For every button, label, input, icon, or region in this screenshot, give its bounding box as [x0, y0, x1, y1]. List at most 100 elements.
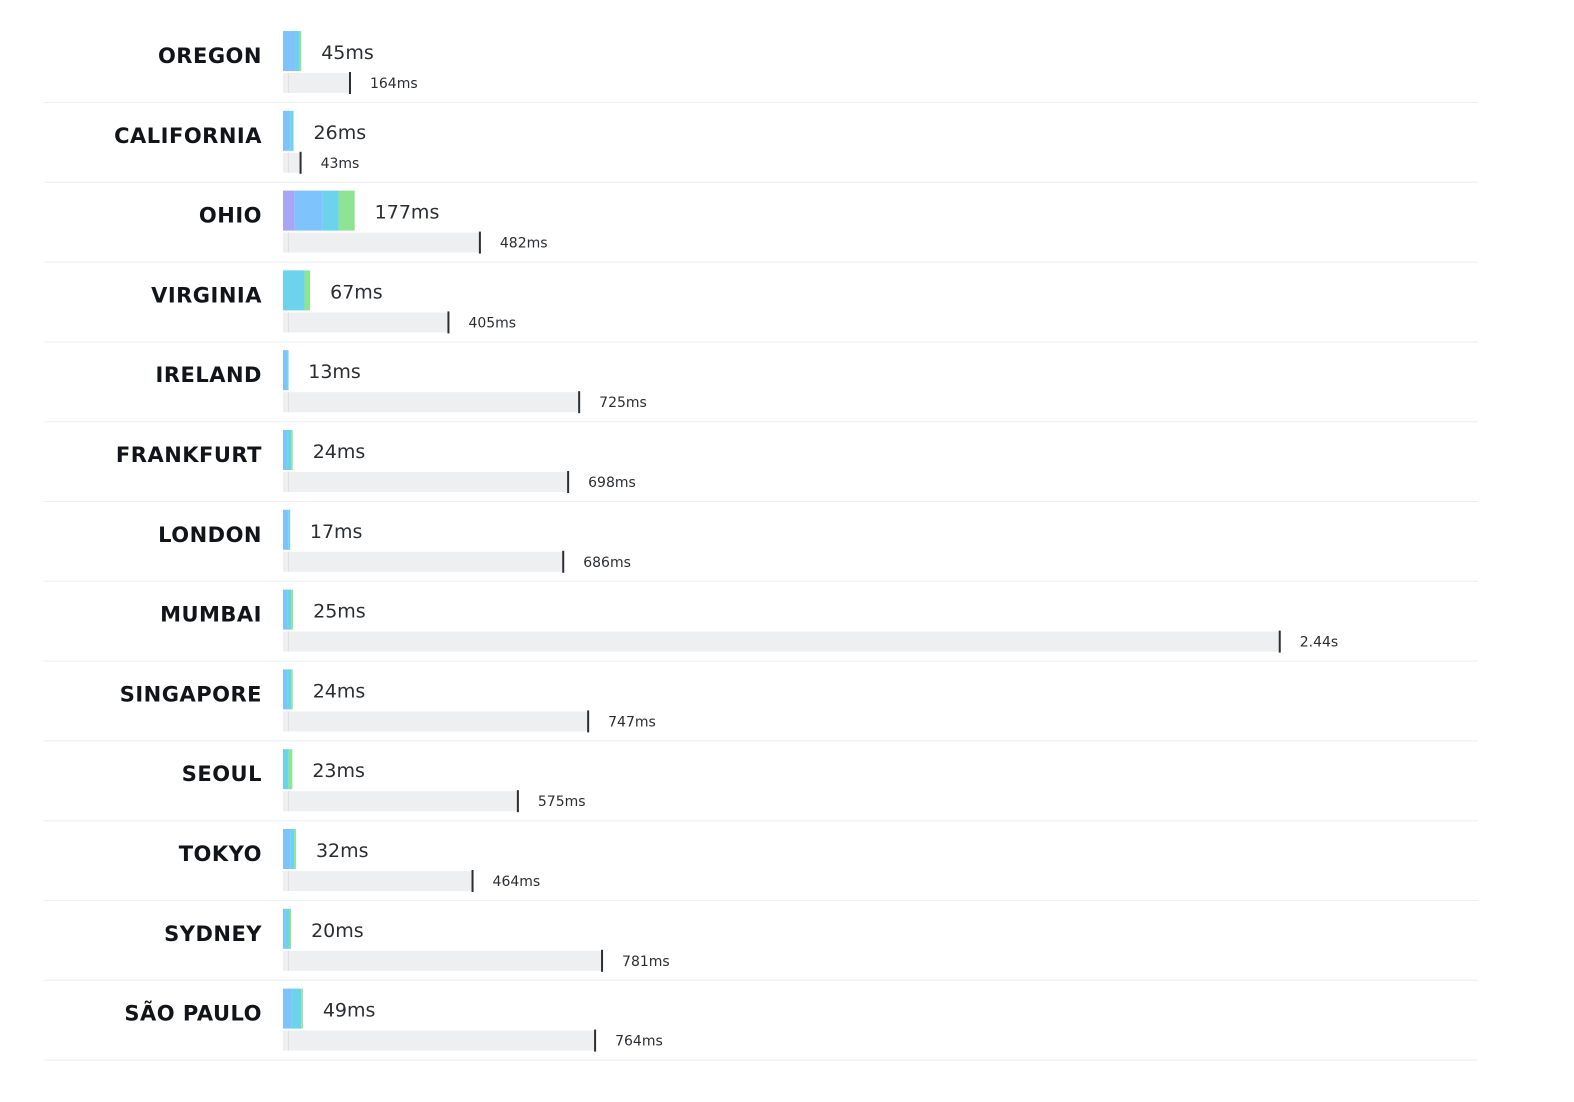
region-label: OREGON — [158, 44, 262, 68]
value-label: 177ms — [375, 202, 440, 224]
total-track — [283, 232, 480, 253]
latency-segment — [287, 430, 292, 470]
total-label: 464ms — [493, 874, 541, 890]
latency-segment — [301, 988, 303, 1029]
region-label: MUMBAI — [160, 603, 262, 627]
total-track — [283, 73, 350, 93]
total-marker — [471, 870, 474, 892]
total-track — [283, 950, 603, 971]
total-marker — [562, 550, 565, 573]
region-label: LONDON — [158, 523, 262, 547]
latency-segment — [290, 110, 294, 151]
track-tick — [288, 631, 289, 652]
latency-segment — [294, 829, 296, 869]
latency-segment — [283, 430, 288, 470]
track-tick — [288, 791, 289, 812]
region-label: SYDNEY — [164, 922, 262, 946]
total-track — [283, 392, 580, 413]
total-label: 725ms — [599, 395, 647, 411]
latency-segment — [285, 908, 290, 949]
latency-segment — [289, 908, 292, 949]
region-row: OHIO 482ms 177ms — [44, 190, 1478, 263]
region-label: SÃO PAULO — [124, 1001, 262, 1026]
value-label: 49ms — [323, 1000, 376, 1022]
track-tick — [288, 73, 289, 93]
track-tick — [288, 871, 289, 891]
region-row: MUMBAI 2.44s 25ms — [44, 589, 1478, 662]
latency-segment — [283, 908, 286, 949]
latency-segment — [283, 270, 305, 311]
region-label: SEOUL — [182, 762, 262, 786]
total-track — [283, 472, 569, 492]
latency-segment — [287, 669, 292, 710]
region-row: SÃO PAULO 764ms 49ms — [44, 988, 1478, 1061]
latency-segment — [288, 509, 291, 550]
total-label: 747ms — [608, 714, 656, 730]
latency-segment — [294, 190, 323, 231]
region-label: FRANKFURT — [116, 443, 262, 467]
total-label: 686ms — [583, 555, 631, 571]
latency-segment — [291, 669, 293, 710]
total-marker — [594, 1029, 597, 1052]
track-tick — [288, 711, 289, 732]
latency-segment — [290, 829, 295, 869]
latency-segment — [283, 589, 288, 630]
latency-segment — [288, 749, 293, 790]
region-label: IRELAND — [156, 363, 262, 387]
track-tick — [288, 551, 289, 572]
value-label: 25ms — [313, 601, 366, 623]
track-tick — [288, 950, 289, 971]
latency-segment — [291, 430, 293, 470]
value-label: 20ms — [311, 920, 364, 942]
region-row: VIRGINIA 405ms 67ms — [44, 270, 1478, 343]
latency-segment — [287, 350, 289, 391]
region-label: VIRGINIA — [151, 283, 262, 307]
latency-segment — [322, 190, 339, 231]
total-marker — [601, 949, 604, 972]
value-label: 24ms — [313, 441, 366, 463]
latency-segment — [291, 988, 302, 1029]
region-row: LONDON 686ms 17ms — [44, 509, 1478, 582]
region-row: TOKYO 464ms 32ms — [44, 829, 1478, 901]
latency-segment — [291, 589, 294, 630]
total-label: 2.44s — [1300, 635, 1338, 651]
total-marker — [516, 790, 519, 813]
total-marker — [587, 710, 590, 733]
region-row: CALIFORNIA 43ms 26ms — [44, 110, 1478, 183]
total-track — [283, 551, 564, 572]
latency-segment — [283, 829, 291, 869]
total-label: 405ms — [468, 315, 516, 331]
latency-segment — [299, 31, 302, 71]
track-tick — [288, 312, 289, 333]
latency-segment — [283, 749, 289, 790]
track-tick — [288, 1030, 289, 1051]
total-track — [283, 631, 1280, 652]
region-row: IRELAND 725ms 13ms — [44, 350, 1478, 423]
total-label: 575ms — [538, 794, 586, 810]
track-tick — [288, 232, 289, 253]
latency-segment — [283, 31, 296, 71]
total-marker — [578, 391, 581, 414]
region-row: SEOUL 575ms 23ms — [44, 749, 1478, 822]
total-marker — [299, 151, 302, 174]
region-label: OHIO — [199, 204, 262, 228]
total-track — [283, 791, 518, 812]
value-label: 13ms — [308, 361, 361, 383]
value-label: 67ms — [330, 281, 383, 303]
total-marker — [1278, 630, 1281, 653]
value-label: 17ms — [310, 521, 363, 543]
total-label: 482ms — [500, 236, 548, 252]
value-label: 45ms — [321, 42, 374, 64]
total-marker — [447, 311, 450, 334]
value-label: 23ms — [312, 760, 365, 782]
track-tick — [288, 152, 289, 173]
total-track — [283, 871, 473, 891]
region-row: SYDNEY 781ms 20ms — [44, 908, 1478, 981]
latency-segment — [287, 589, 292, 630]
latency-segment — [283, 110, 291, 151]
total-track — [283, 152, 301, 173]
region-row: FRANKFURT 698ms 24ms — [44, 430, 1478, 502]
region-label: CALIFORNIA — [114, 124, 262, 148]
total-track — [283, 1030, 596, 1051]
